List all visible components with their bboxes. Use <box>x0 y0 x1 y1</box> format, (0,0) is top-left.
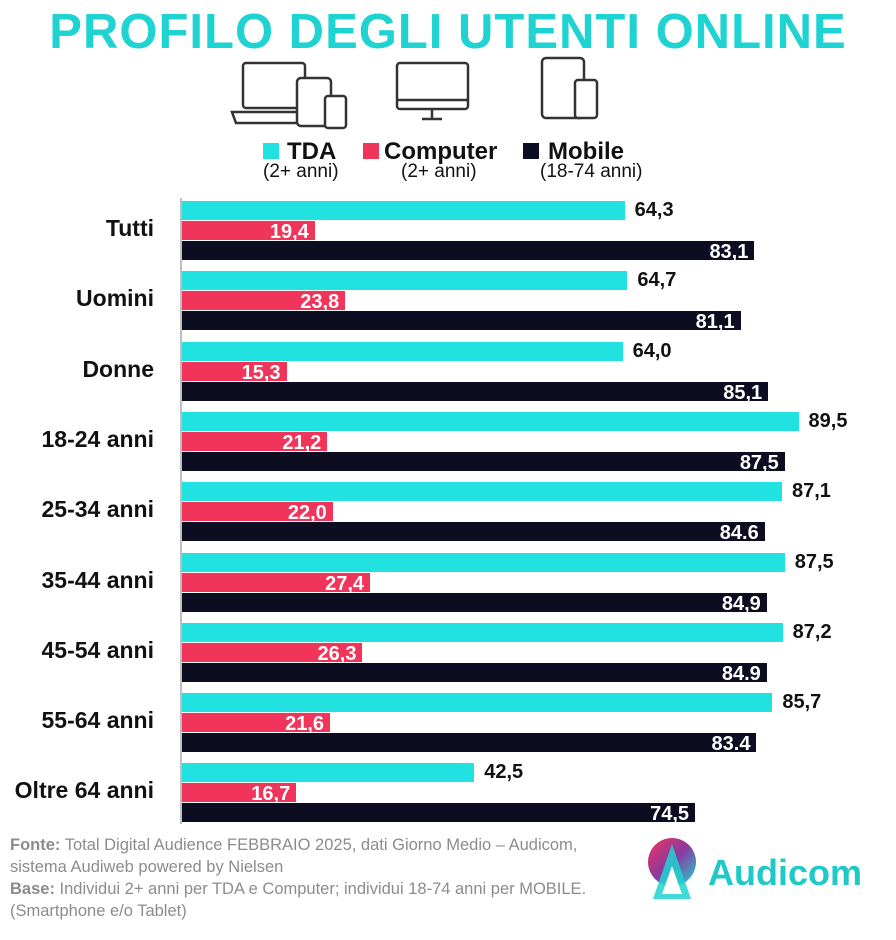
footnote-fonte-label: Fonte: <box>10 836 61 854</box>
bar-computer <box>181 361 287 381</box>
bar-mobile <box>181 381 769 401</box>
bar-tda <box>181 763 475 783</box>
bar-mobile <box>181 592 767 612</box>
bar-computer <box>181 291 346 311</box>
data-label-mobile: 74,5 <box>650 803 690 826</box>
legend-sub-computer: (2+ anni) <box>401 161 477 182</box>
bar-mobile <box>181 803 696 823</box>
data-label-computer: 16,7 <box>251 783 291 806</box>
data-label-computer: 21,6 <box>285 713 325 736</box>
category-label: 55-64 anni <box>41 707 155 734</box>
footnote: Fonte: Total Digital Audience FEBBRAIO 2… <box>10 834 635 922</box>
data-label-computer: 19,4 <box>269 221 309 243</box>
laptop-tablet-phone-icon <box>230 61 348 130</box>
data-label-mobile: 81,1 <box>695 311 735 334</box>
bar-computer <box>181 713 331 733</box>
bar-mobile <box>181 241 755 260</box>
tablet-phone-icon <box>540 56 599 120</box>
category-axis-line <box>180 198 182 824</box>
bar-computer <box>181 221 315 240</box>
bar-mobile <box>181 451 785 471</box>
data-label-mobile: 83.4 <box>711 733 751 756</box>
data-label-mobile: 87,5 <box>739 451 779 474</box>
legend-swatch-tda <box>263 143 279 159</box>
data-label-computer: 22,0 <box>287 502 327 525</box>
bar-mobile <box>181 733 757 753</box>
bar-computer <box>181 783 297 803</box>
bar-tda <box>181 271 628 291</box>
data-label-tda: 89,5 <box>808 409 848 432</box>
category-label: 25-34 anni <box>41 496 155 523</box>
legend-swatch-computer <box>363 143 379 159</box>
bar-mobile <box>181 311 741 331</box>
category-label: Donne <box>82 355 154 382</box>
data-label-tda: 64,7 <box>637 269 677 292</box>
data-label-tda: 87,2 <box>792 620 832 643</box>
data-label-computer: 27,4 <box>325 572 365 595</box>
data-label-tda: 87,5 <box>794 550 834 573</box>
bar-mobile <box>181 522 765 542</box>
bar-tda <box>181 552 785 572</box>
footnote-base-text: Individui 2+ anni per TDA e Computer; in… <box>10 880 587 920</box>
data-label-tda: 64,3 <box>634 199 674 221</box>
bar-computer <box>181 572 371 592</box>
data-label-mobile: 83,1 <box>709 241 749 263</box>
legend-sub-mobile: (18-74 anni) <box>540 161 643 182</box>
bar-computer <box>181 502 333 522</box>
data-label-mobile: 84.9 <box>721 662 761 685</box>
legend-swatch-mobile <box>523 143 539 159</box>
legend-label-tda: TDA <box>287 138 337 165</box>
data-label-tda: 42,5 <box>484 761 524 784</box>
bar-computer <box>181 431 328 451</box>
bar-tda <box>181 341 623 361</box>
legend-label-computer: Computer <box>384 138 498 165</box>
data-label-computer: 21,2 <box>282 431 322 454</box>
category-label: Tutti <box>105 215 154 241</box>
category-label: 35-44 anni <box>41 566 155 593</box>
brand-name: Audicom <box>708 852 863 893</box>
page-title: PROFILO DEGLI UTENTI ONLINE <box>49 5 847 59</box>
data-label-tda: 64,0 <box>632 339 672 362</box>
data-label-tda: 87,1 <box>791 480 831 503</box>
bar-tda <box>181 482 782 502</box>
category-label: 45-54 anni <box>41 636 155 663</box>
bar-computer <box>181 642 363 662</box>
legend-label-mobile: Mobile <box>548 138 624 165</box>
category-label: Oltre 64 anni <box>14 777 154 804</box>
footnote-fonte-text: Total Digital Audience FEBBRAIO 2025, da… <box>10 836 578 876</box>
data-label-mobile: 85,1 <box>723 381 763 404</box>
data-label-mobile: 84,9 <box>721 592 761 615</box>
bar-tda <box>181 622 783 642</box>
data-label-mobile: 84.6 <box>719 522 759 545</box>
device-icons <box>230 56 599 130</box>
bar-mobile <box>181 662 767 682</box>
legend-sub-tda: (2+ anni) <box>263 161 339 182</box>
data-label-computer: 26,3 <box>317 642 357 665</box>
bar-tda <box>181 411 799 431</box>
bar-tda <box>181 201 625 220</box>
bar-tda <box>181 693 773 713</box>
data-label-computer: 23,8 <box>300 291 340 314</box>
audicom-logo-icon <box>648 838 696 899</box>
category-label: Uomini <box>76 285 154 312</box>
data-label-tda: 85,7 <box>782 691 822 714</box>
data-label-computer: 15,3 <box>241 361 281 384</box>
desktop-monitor-icon <box>395 61 470 121</box>
category-label: 18-24 anni <box>41 425 155 452</box>
footnote-base-label: Base: <box>10 880 55 898</box>
